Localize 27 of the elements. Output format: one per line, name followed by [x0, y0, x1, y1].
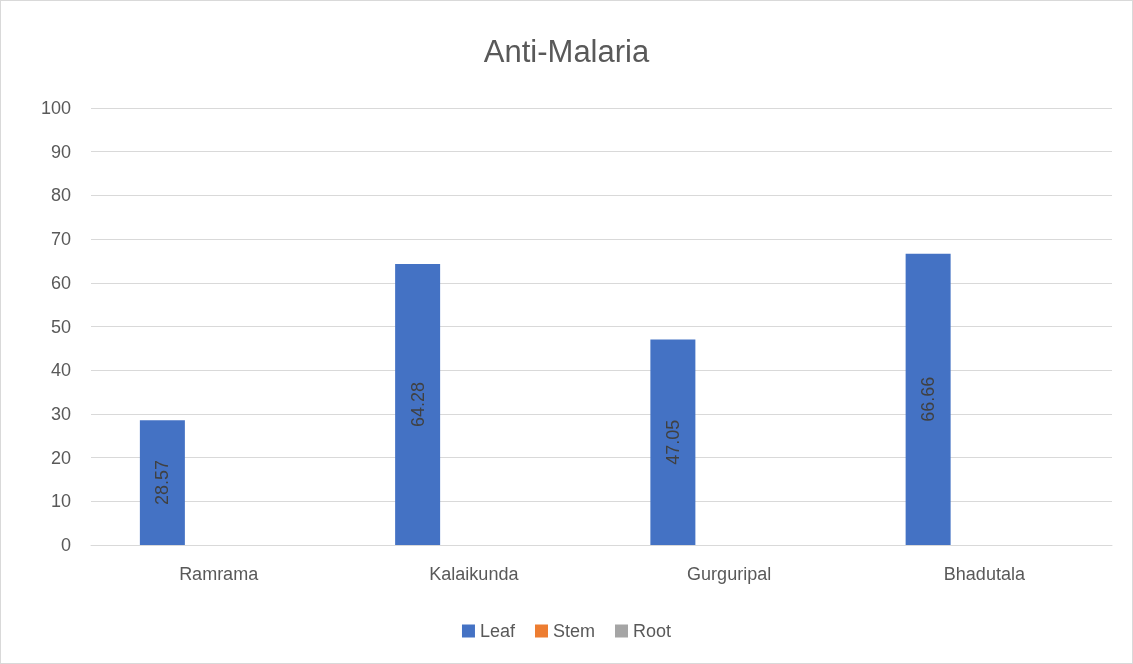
- data-label: 28.57: [152, 460, 173, 506]
- bar: [905, 253, 951, 545]
- legend-label: Leaf: [479, 621, 516, 641]
- bar: [395, 264, 441, 545]
- legend-label: Root: [633, 621, 672, 641]
- legend-label: Stem: [553, 621, 596, 641]
- y-tick-label: 100: [40, 98, 71, 118]
- y-tick-label: 20: [50, 447, 71, 468]
- chart-title: Anti-Malaria: [483, 34, 650, 69]
- data-label: 66.66: [918, 376, 939, 422]
- x-tick-label: Ramrama: [179, 564, 260, 584]
- y-tick-label: 60: [50, 272, 71, 293]
- bar: [650, 339, 696, 545]
- y-tick-label: 90: [50, 141, 71, 162]
- y-tick-label: 40: [50, 360, 71, 381]
- y-tick-label: 10: [50, 491, 71, 512]
- data-label: 47.05: [662, 419, 683, 465]
- y-tick-label: 50: [50, 316, 71, 337]
- y-tick-label: 70: [50, 229, 71, 250]
- data-label: 64.28: [407, 382, 428, 428]
- x-tick-label: Kalaikunda: [429, 564, 520, 584]
- bar: [139, 420, 185, 545]
- y-tick-label: 80: [50, 185, 71, 206]
- x-tick-label: Bhadutala: [943, 564, 1026, 584]
- x-tick-label: Gurguripal: [687, 564, 772, 584]
- y-tick-label: 0: [60, 535, 71, 555]
- y-tick-label: 30: [50, 403, 71, 424]
